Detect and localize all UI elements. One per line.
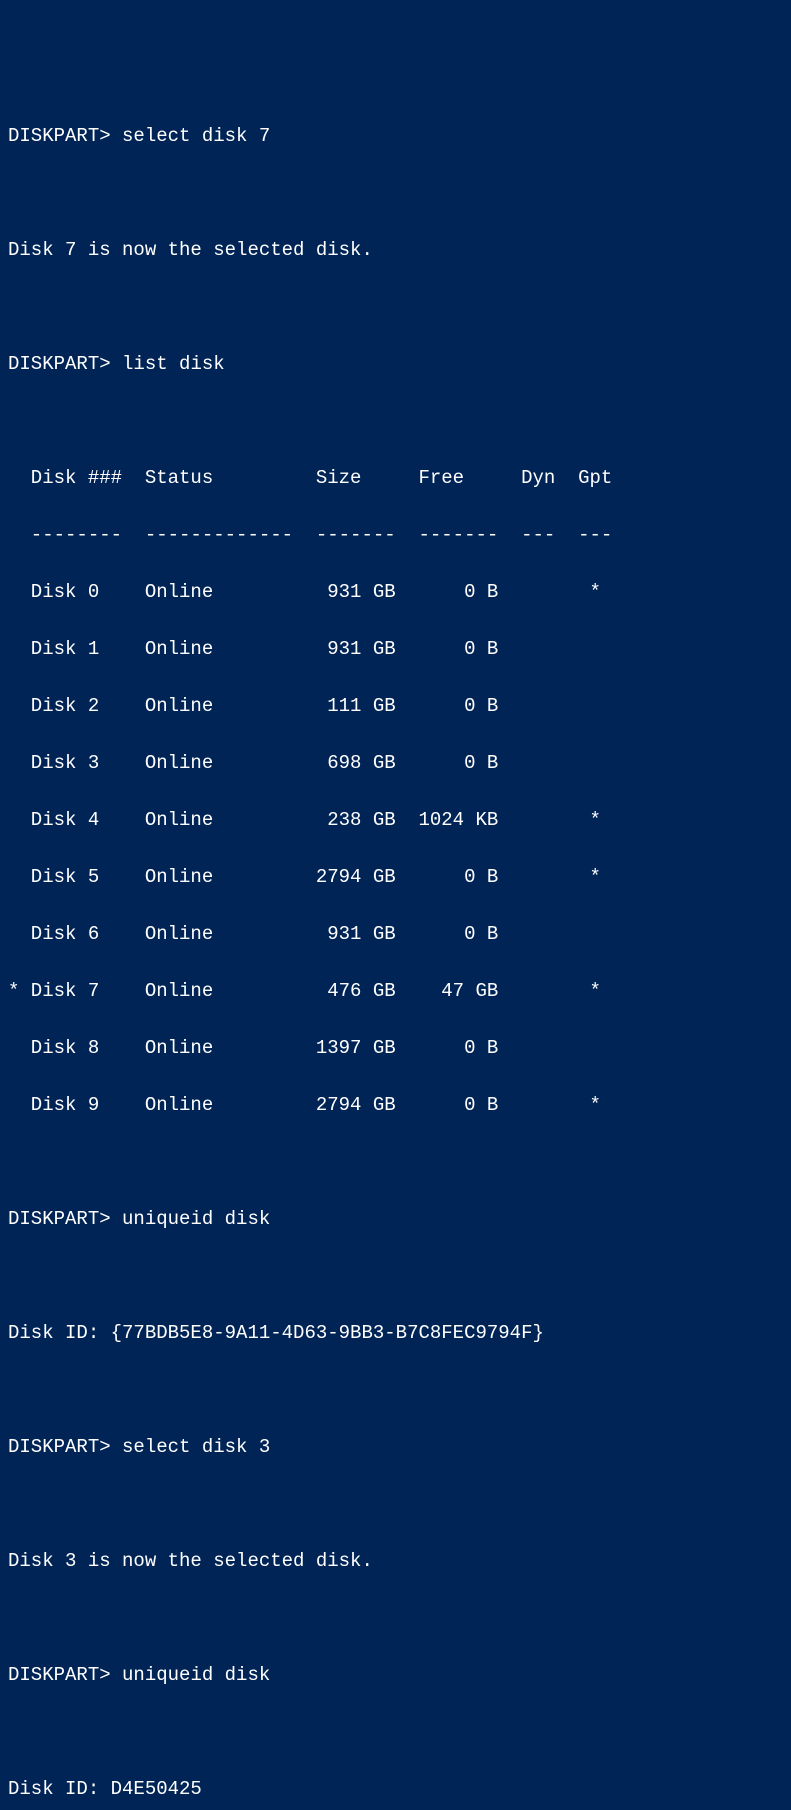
command-list-disk: list disk xyxy=(122,350,225,379)
prompt-label: DISKPART> xyxy=(8,1433,111,1462)
table-row: Disk 9 Online 2794 GB 0 B * xyxy=(8,1091,783,1120)
prompt-label: DISKPART> xyxy=(8,1661,111,1690)
blank-line xyxy=(8,1604,783,1633)
prompt-label: DISKPART> xyxy=(8,350,111,379)
table-separator: -------- ------------- ------- ------- -… xyxy=(8,521,783,550)
table-row: Disk 5 Online 2794 GB 0 B * xyxy=(8,863,783,892)
prompt-label: DISKPART> xyxy=(8,122,111,151)
disk-id-1: Disk ID: {77BDB5E8-9A11-4D63-9BB3-B7C8FE… xyxy=(8,1319,783,1348)
command-select-disk-7: select disk 7 xyxy=(122,122,270,151)
blank-line xyxy=(8,1148,783,1177)
table-row-selected: * Disk 7 Online 476 GB 47 GB * xyxy=(8,977,783,1006)
prompt-line-3[interactable]: DISKPART> uniqueid disk xyxy=(8,1205,783,1234)
blank-line xyxy=(8,179,783,208)
prompt-line-1[interactable]: DISKPART> select disk 7 xyxy=(8,122,783,151)
prompt-line-5[interactable]: DISKPART> uniqueid disk xyxy=(8,1661,783,1690)
table-row: Disk 4 Online 238 GB 1024 KB * xyxy=(8,806,783,835)
prompt-line-2[interactable]: DISKPART> list disk xyxy=(8,350,783,379)
blank-line xyxy=(8,1262,783,1291)
blank-line xyxy=(8,407,783,436)
response-selected-7: Disk 7 is now the selected disk. xyxy=(8,236,783,265)
blank-line xyxy=(8,1490,783,1519)
command-uniqueid-2: uniqueid disk xyxy=(122,1661,270,1690)
blank-line xyxy=(8,1718,783,1747)
blank-line xyxy=(8,1376,783,1405)
table-row: Disk 6 Online 931 GB 0 B xyxy=(8,920,783,949)
blank-line xyxy=(8,293,783,322)
command-select-disk-3: select disk 3 xyxy=(122,1433,270,1462)
prompt-label: DISKPART> xyxy=(8,1205,111,1234)
response-selected-3: Disk 3 is now the selected disk. xyxy=(8,1547,783,1576)
command-uniqueid-1: uniqueid disk xyxy=(122,1205,270,1234)
table-header: Disk ### Status Size Free Dyn Gpt xyxy=(8,464,783,493)
table-row: Disk 1 Online 931 GB 0 B xyxy=(8,635,783,664)
disk-id-2: Disk ID: D4E50425 xyxy=(8,1775,783,1804)
terminal-output: DISKPART> select disk 7 Disk 7 is now th… xyxy=(8,122,783,1810)
table-row: Disk 0 Online 931 GB 0 B * xyxy=(8,578,783,607)
table-row: Disk 8 Online 1397 GB 0 B xyxy=(8,1034,783,1063)
prompt-line-4[interactable]: DISKPART> select disk 3 xyxy=(8,1433,783,1462)
table-row: Disk 3 Online 698 GB 0 B xyxy=(8,749,783,778)
table-row: Disk 2 Online 111 GB 0 B xyxy=(8,692,783,721)
